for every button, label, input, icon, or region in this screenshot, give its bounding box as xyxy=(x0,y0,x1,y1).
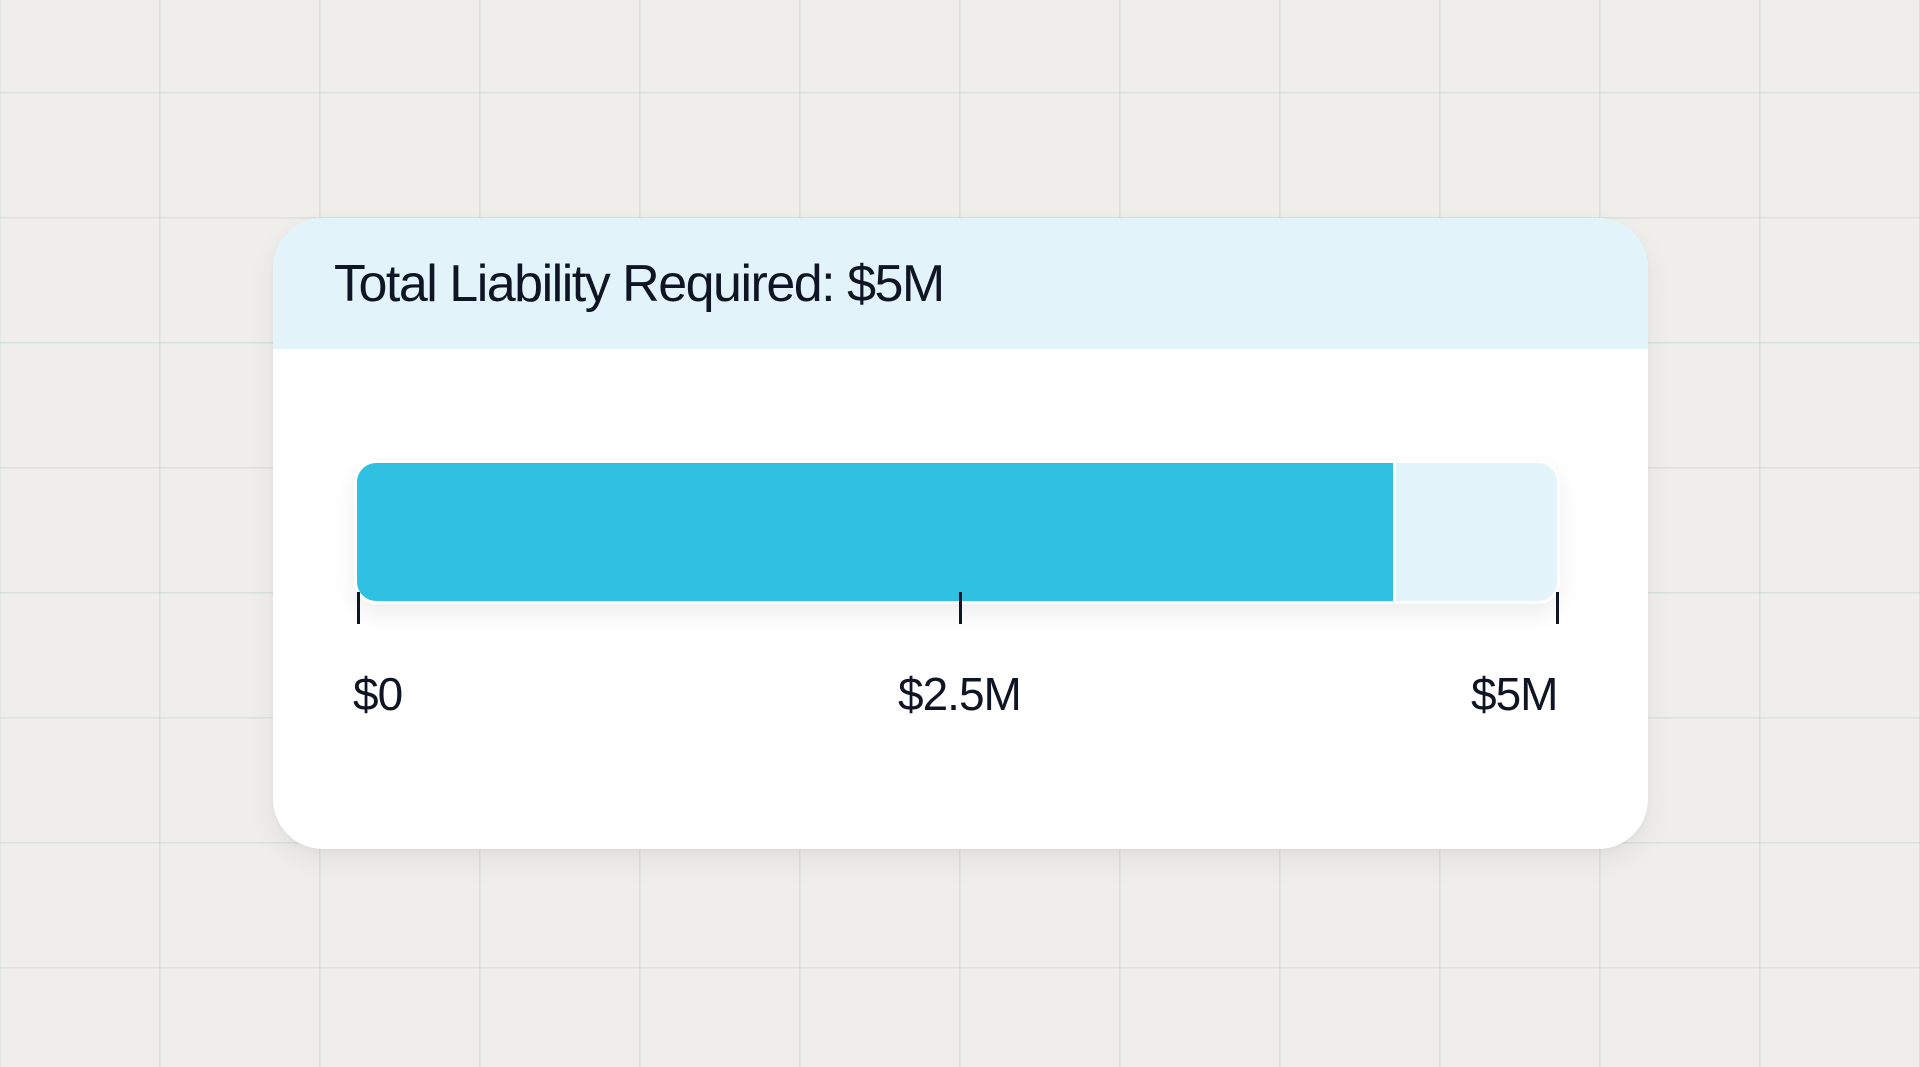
card-header: Total Liability Required: $5M xyxy=(273,218,1648,349)
scale-label-mid: $2.5M xyxy=(898,668,1022,720)
scale-tick-min xyxy=(357,592,360,624)
card-title: Total Liability Required: $5M xyxy=(334,255,945,313)
liability-progress-track xyxy=(354,460,1560,604)
card-body: $0 $2.5M $5M xyxy=(273,349,1648,849)
scale-tick-mid xyxy=(959,592,962,624)
liability-progress-fill xyxy=(357,463,1397,601)
scale-label-max: $5M xyxy=(1471,668,1558,720)
scale-label-min: $0 xyxy=(353,668,403,720)
liability-card: Total Liability Required: $5M $0 $2.5M $… xyxy=(273,218,1648,849)
scale-tick-max xyxy=(1556,592,1559,624)
